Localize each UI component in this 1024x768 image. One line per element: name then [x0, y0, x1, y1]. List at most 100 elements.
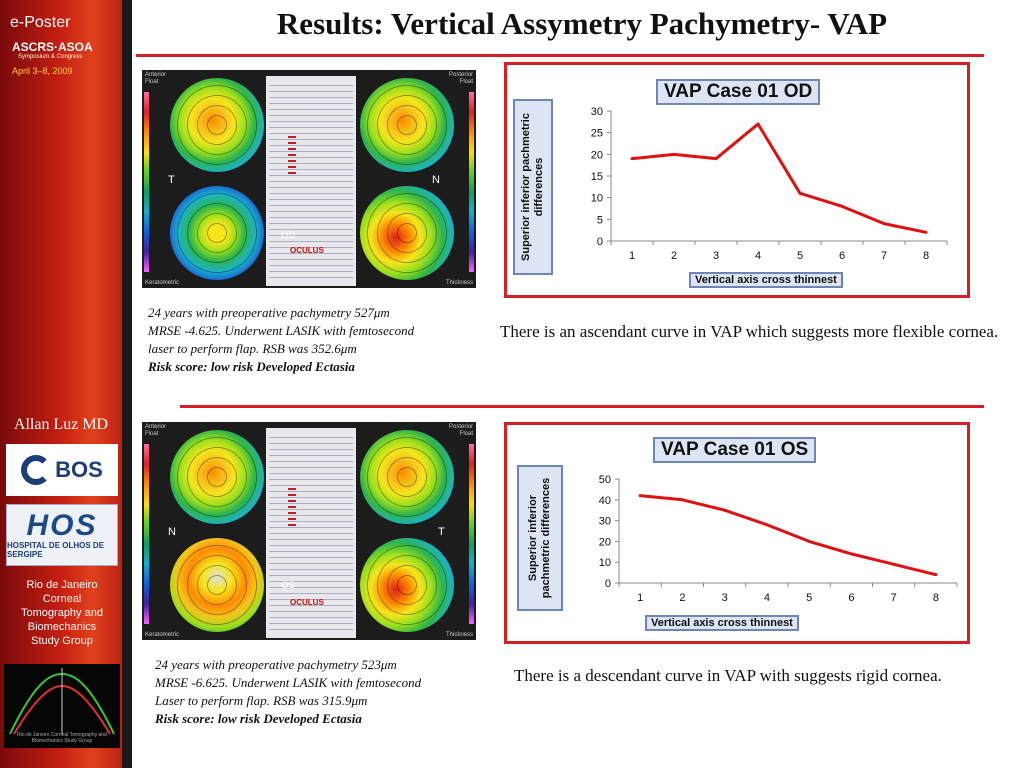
y-tick-label: 30: [591, 106, 603, 118]
data-point: [714, 157, 718, 161]
hos-logo-text: HOS: [26, 509, 98, 542]
map-label-keratometric: Keratometric: [145, 632, 180, 638]
study-group-line: Tomography and: [21, 607, 103, 619]
chart-y-axis-label: Superior inferior pachmetric differences: [517, 465, 563, 611]
eye-label: OD: [281, 230, 295, 240]
series-line: [631, 122, 927, 234]
x-tick-label: 3: [722, 592, 728, 604]
study-group-logo-graphic: [9, 668, 115, 735]
y-tick-label: 5: [597, 214, 603, 226]
x-tick-label: 7: [881, 250, 887, 262]
y-tick-label: 40: [599, 495, 611, 507]
ascrs-subtitle: Symposium & Congress: [18, 54, 83, 60]
caption-line: Laser to perform flap. RSB was 315.9μm: [155, 693, 368, 708]
y-tick-label: 20: [591, 149, 603, 161]
data-point: [892, 562, 896, 566]
study-group-logo-caption: Rio de Janeiro Corneal Tomography and Bi…: [17, 732, 107, 744]
x-tick-label: 2: [679, 592, 685, 604]
direction-right: T: [438, 526, 445, 538]
map-label-thickness: Thickness: [445, 632, 473, 638]
x-tick-label: 4: [764, 592, 770, 604]
map-label-thickness: Thickness: [445, 280, 473, 286]
x-tick-label: 8: [923, 250, 929, 262]
map-label-keratometric: Keratometric: [145, 280, 180, 286]
caption-line: 24 years with preoperative pachymetry 52…: [155, 657, 397, 672]
bos-logo: BOS: [6, 444, 118, 496]
data-point: [630, 157, 634, 161]
y-tick-label: 10: [599, 557, 611, 569]
x-tick-label: 3: [713, 250, 719, 262]
y-tick-label: 0: [597, 236, 603, 248]
chart-x-axis-label: Vertical axis cross thinnest: [645, 615, 799, 631]
case-1-caption: 24 years with preoperative pachymetry 52…: [148, 304, 488, 376]
caption-line: laser to perform flap. RSB was 352.6μm: [148, 341, 357, 356]
data-point: [807, 539, 811, 543]
bos-logo-text: BOS: [55, 457, 103, 482]
chart-x-axis-label: Vertical axis cross thinnest: [689, 272, 843, 288]
direction-left: T: [168, 174, 175, 186]
data-panel: OCULUS: [266, 76, 356, 286]
x-tick-label: 1: [629, 250, 635, 262]
direction-left: N: [168, 526, 176, 538]
keratometric-map: [170, 538, 264, 632]
x-tick-label: 6: [839, 250, 845, 262]
anterior-float-map: [170, 430, 264, 524]
x-tick-label: 5: [806, 592, 812, 604]
data-point: [924, 230, 928, 234]
y-tick-label: 25: [591, 128, 603, 140]
map-label-posterior: Posterior Float: [448, 72, 473, 85]
thickness-map: [360, 538, 454, 632]
data-point: [723, 508, 727, 512]
chart-title: VAP Case 01 OS: [653, 437, 817, 463]
study-group-label: Rio de Janeiro Corneal Tomography and Bi…: [4, 578, 120, 648]
x-tick-label: 6: [848, 592, 854, 604]
data-point: [756, 122, 760, 126]
ascrs-logo: ASCRS·ASOA: [12, 40, 93, 54]
title-divider: [136, 54, 984, 57]
y-tick-label: 15: [591, 171, 603, 183]
posterior-float-map: [360, 78, 454, 172]
chart-canvas-os: 0 10 20 30 40 50 1 2 3 4 5 6 7 8: [599, 474, 958, 604]
oculus-logo: OCULUS: [290, 246, 324, 255]
x-tick-label: 2: [671, 250, 677, 262]
topography-map-os: Anterior Float Posterior Float OCULUS N T …: [142, 422, 476, 640]
study-group-line: Biomechanics: [27, 621, 97, 633]
x-tick-label: 4: [755, 250, 761, 262]
section-divider: [180, 405, 984, 408]
risk-score: Risk score: low risk Developed Ectasia: [148, 359, 355, 374]
color-scale-right: [469, 444, 474, 624]
caption-line: 24 years with preoperative pachymetry 52…: [148, 305, 390, 320]
sidebar: e-Poster ASCRS·ASOA Symposium & Congress…: [0, 0, 132, 768]
chart-canvas-od: 0 5 10 15 20 25 30 1 2 3 4 5 6 7 8: [591, 106, 948, 262]
map-label-anterior: Anterior Float: [145, 424, 167, 437]
study-group-logo: Rio de Janeiro Corneal Tomography and Bi…: [4, 664, 120, 748]
eposter-label: e-Poster: [10, 14, 71, 31]
hos-logo-subtitle: HOSPITAL DE OLHOS DE SERGIPE: [7, 541, 105, 559]
y-tick-label: 50: [599, 474, 611, 486]
conference-date: April 3–8, 2009: [12, 66, 73, 76]
data-point: [765, 523, 769, 527]
data-point: [849, 552, 853, 556]
hos-logo: HOS HOSPITAL DE OLHOS DE SERGIPE: [6, 504, 118, 566]
x-tick-label: 8: [933, 592, 939, 604]
y-tick-label: 20: [599, 536, 611, 548]
case-1-observation: There is an ascendant curve in VAP which…: [500, 322, 999, 341]
chart-vap-os: 0 10 20 30 40 50 1 2 3 4 5 6 7 8 VAP Case 01 OS Super…: [504, 422, 970, 644]
data-point: [672, 152, 676, 156]
study-group-line: Study Group: [31, 635, 93, 647]
data-point: [934, 573, 938, 577]
anterior-float-map: [170, 78, 264, 172]
case-2-observation: There is a descendant curve in VAP with …: [514, 666, 942, 685]
chart-title: VAP Case 01 OD: [656, 79, 821, 105]
eye-label: OS: [281, 580, 295, 590]
color-scale-left: [144, 444, 149, 624]
data-point: [840, 204, 844, 208]
bos-logo-mark: [21, 455, 52, 485]
study-group-line: Corneal: [42, 593, 82, 605]
map-label-anterior: Anterior Float: [145, 72, 167, 85]
topography-map-od: Anterior Float Posterior Float OCULUS T N …: [142, 70, 476, 288]
series-line: [639, 494, 937, 577]
caption-line: MRSE -6.625. Underwent LASIK with femtos…: [155, 675, 422, 690]
oculus-logo: OCULUS: [290, 598, 324, 607]
y-tick-label: 10: [591, 193, 603, 205]
